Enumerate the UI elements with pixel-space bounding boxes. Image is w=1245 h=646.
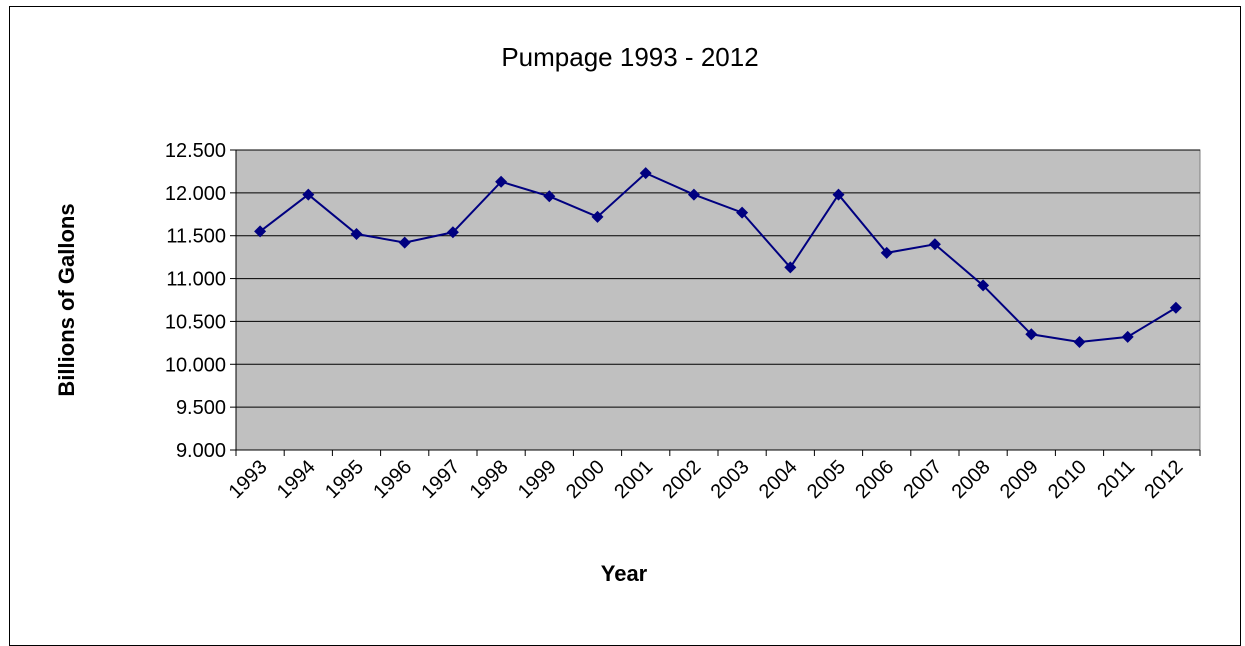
x-tick-label: 2010 [1044,456,1091,503]
data-point-marker [784,261,797,274]
data-point-marker [350,228,363,240]
data-point-marker [639,167,652,180]
data-point-marker [543,190,556,203]
x-tick-label: 1994 [273,456,320,503]
x-tick-label: 2011 [1093,456,1139,502]
data-point-marker [495,175,508,188]
data-point-marker [736,206,749,219]
data-point-marker [254,225,267,238]
data-point-marker [977,279,990,292]
y-tick-label: 10.500 [165,311,226,333]
x-tick-label: 1996 [369,456,416,503]
x-tick-label: 2006 [851,456,898,503]
x-tick-label: 2005 [803,456,850,503]
x-tick-label: 2000 [562,456,609,503]
y-axis-ticks: 9.000 9.500 10.000 10.500 11.000 11.500 12.000… [165,140,1200,462]
x-axis-title: Year [601,561,648,586]
data-point-marker [1121,330,1134,343]
x-tick-label: 2002 [658,456,705,503]
x-tick-label: 1999 [514,456,561,503]
x-tick-label: 1993 [225,456,272,503]
y-tick-label: 9.500 [176,397,226,419]
x-tick-label: 1998 [466,456,513,503]
x-tick-label: 2008 [948,456,995,503]
x-tick-label: 2004 [755,456,802,503]
x-tick-label: 2007 [899,456,946,503]
y-tick-label: 12.000 [165,183,226,205]
chart-title: Pumpage 1993 - 2012 [501,42,758,72]
y-axis-title: Billions of Gallons [54,203,79,396]
series-pumpage [254,167,1182,348]
data-point-marker [591,210,604,223]
y-tick-label: 11.000 [166,269,226,291]
data-point-marker [1025,328,1038,341]
x-tick-label: 2009 [996,456,1043,503]
x-tick-label: 1995 [321,456,368,503]
y-tick-label: 9.000 [176,440,226,462]
plot-area [235,149,1201,451]
data-point-marker [446,226,459,239]
chart: Pumpage 1993 - 2012 9.000 9.500 10.000 10.5… [54,42,1201,586]
x-tick-label: 1997 [417,456,464,503]
data-point-marker [398,236,411,249]
x-axis-ticks: 1993 1994 1995 1996 1997 1998 1999 2000 2001 2002… [225,450,1201,503]
y-tick-label: 10.000 [165,354,226,376]
x-tick-label: 2003 [707,456,754,503]
y-tick-label: 11.500 [166,226,226,248]
data-point-marker [928,238,941,251]
series-line [259,171,1177,344]
data-point-marker [880,246,893,259]
data-point-marker [1169,301,1182,314]
x-tick-label: 2012 [1140,456,1187,503]
data-point-marker [1073,336,1086,348]
data-point-marker [832,188,845,201]
x-tick-label: 2001 [610,456,657,503]
data-point-marker [687,188,700,201]
data-point-marker [302,188,315,201]
y-tick-label: 12.500 [165,140,226,162]
